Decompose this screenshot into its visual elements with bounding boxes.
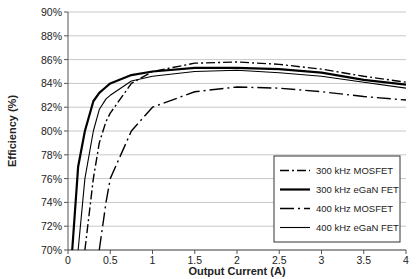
- x-tick-label: 1: [150, 254, 156, 266]
- x-tick-label: 3.5: [356, 254, 371, 266]
- grid-line: [68, 107, 406, 108]
- y-tick: [64, 107, 68, 108]
- grid-line: [68, 59, 406, 60]
- grid-line: [68, 154, 406, 155]
- y-axis-label: Efficiency (%): [6, 95, 18, 167]
- legend-box: [274, 156, 400, 242]
- x-tick-label: 0: [65, 254, 71, 266]
- y-tick-label: 86%: [41, 54, 62, 66]
- series-line: [85, 62, 406, 250]
- y-tick: [64, 250, 68, 251]
- y-tick-label: 90%: [41, 6, 62, 18]
- y-tick-label: 84%: [41, 77, 62, 89]
- y-tick: [64, 154, 68, 155]
- x-tick-label: 4: [403, 254, 409, 266]
- y-tick-label: 78%: [41, 149, 62, 161]
- legend-swatch: [280, 227, 310, 228]
- y-tick-label: 70%: [41, 244, 62, 256]
- y-tick-label: 82%: [41, 101, 62, 113]
- grid-line: [68, 250, 406, 251]
- y-tick-label: 76%: [41, 173, 62, 185]
- legend-swatch: [280, 208, 310, 209]
- chart: 70%72%74%76%78%80%82%84%86%88%90%00.511.…: [0, 0, 416, 279]
- series-line: [72, 68, 406, 250]
- legend-swatch: [280, 170, 310, 171]
- legend-label: 400 kHz eGaN FET: [316, 222, 399, 233]
- grid-line: [68, 35, 406, 36]
- y-tick: [64, 131, 68, 132]
- x-tick-label: 3: [319, 254, 325, 266]
- y-tick-label: 80%: [41, 125, 62, 137]
- legend-label: 300 kHz MOSFET: [316, 165, 393, 176]
- series-line: [78, 70, 406, 250]
- y-tick: [64, 59, 68, 60]
- y-tick: [64, 202, 68, 203]
- legend: 300 kHz MOSFET 300 kHz eGaN FET 400 kHz MO…: [274, 156, 400, 242]
- y-axis: [68, 12, 69, 250]
- y-tick: [64, 178, 68, 179]
- plot-area: [72, 62, 406, 250]
- y-tick: [64, 35, 68, 36]
- legend-swatch: [280, 188, 310, 190]
- legend-label: 400 kHz MOSFET: [316, 203, 393, 214]
- grid-line: [68, 131, 406, 132]
- x-tick-label: 0.5: [103, 254, 118, 266]
- x-axis: [68, 250, 406, 251]
- y-tick-label: 88%: [41, 30, 62, 42]
- grid-line: [68, 12, 406, 13]
- y-tick: [64, 12, 68, 13]
- y-tick: [64, 226, 68, 227]
- series-line: [99, 87, 406, 250]
- y-tick: [64, 83, 68, 84]
- grid-line: [68, 83, 406, 84]
- x-axis-label: Output Current (A): [188, 265, 285, 277]
- legend-label: 300 kHz eGaN FET: [316, 184, 399, 195]
- y-tick-label: 74%: [41, 196, 62, 208]
- y-tick-label: 72%: [41, 220, 62, 232]
